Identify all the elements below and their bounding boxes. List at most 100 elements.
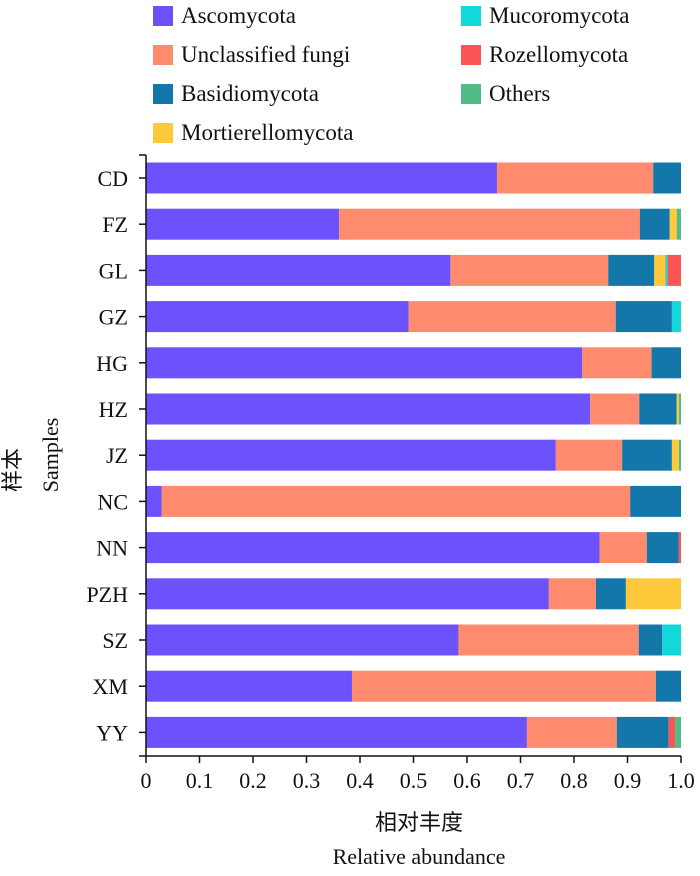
x-tick-label: 0.5 [400,768,428,793]
bar-segment-fz-mortierellomycota [669,208,677,240]
bar-segment-fz-unclassified-fungi [339,208,640,240]
bar-segment-hg-unclassified-fungi [582,347,652,379]
bar-segment-hz-mortierellomycota [676,393,679,425]
legend-item-mortierellomycota: Mortierellomycota [153,120,353,146]
y-tick-label: HZ [99,397,128,422]
legend-swatch [153,84,173,104]
x-tick-label: 0.9 [614,768,642,793]
legend-label: Mortierellomycota [181,120,354,145]
bar-segment-hg-basidiomycota [651,347,681,379]
bar-segment-yy-unclassified-fungi [526,716,617,748]
legend-swatch [153,45,173,65]
bar-segment-nn-rozellomycota [678,532,681,564]
legend-item-ascomycota: Ascomycota [153,3,296,29]
x-tick-label: 0.8 [560,768,588,793]
bar-segment-hz-unclassified-fungi [590,393,640,425]
legend-item-mucoromycota: Mucoromycota [461,3,630,29]
bar-segment-pzh-mortierellomycota [625,578,681,610]
bar-segment-jz-mortierellomycota [671,439,679,471]
bar-segment-gz-mucoromycota [671,301,681,333]
bar-segment-nn-basidiomycota [646,532,679,564]
x-tick-label: 0.4 [346,768,374,793]
bar-segment-gl-mortierellomycota [654,254,666,286]
y-tick-label: GZ [99,305,128,330]
x-tick-label: 0.7 [507,768,535,793]
bar-segment-gl-ascomycota [146,254,451,286]
legend-swatch [461,6,481,26]
legend-label: Basidiomycota [181,81,319,106]
legend-swatch [153,123,173,143]
legend-label: Mucoromycota [489,3,630,28]
legend-label: Unclassified fungi [181,42,351,67]
y-tick-label: CD [97,166,128,191]
x-tick-label: 0.2 [239,768,267,793]
legend-item-unclassified-fungi: Unclassified fungi [153,42,350,68]
legend-swatch [153,6,173,26]
y-tick-label: FZ [102,212,128,237]
chart-legend: Ascomycota Unclassified fungi Basidiomyc… [0,0,700,150]
y-tick-label: GL [99,258,128,283]
x-tick-label: 0 [141,768,152,793]
y-tick-label: PZH [86,582,128,607]
bar-segment-cd-basidiomycota [653,162,681,194]
legend-label: Others [489,81,551,106]
bar-segment-hg-ascomycota [146,347,583,379]
bar-segment-yy-others [675,716,681,748]
y-axis-title: Samples [38,418,63,493]
bar-segment-pzh-basidiomycota [595,578,626,610]
y-tick-label: YY [96,720,128,745]
y-tick-label: SZ [102,628,128,653]
bar-segment-gz-ascomycota [146,301,409,333]
bar-segment-jz-basidiomycota [622,439,672,471]
bar-segment-cd-ascomycota [146,162,497,194]
bar-segment-gl-mucoromycota [665,254,668,286]
x-tick-label: 1.0 [667,768,695,793]
bar-segment-fz-ascomycota [146,208,340,240]
x-tick-label: 0.6 [453,768,481,793]
x-axis-title-cn: 相对丰度 [375,810,463,835]
bar-segment-sz-basidiomycota [638,624,663,656]
legend-swatch [461,45,481,65]
bar-segment-gl-basidiomycota [608,254,655,286]
bar-segment-sz-mucoromycota [662,624,681,656]
bar-segment-gz-basidiomycota [615,301,672,333]
legend-swatch [461,84,481,104]
y-tick-label: NN [96,536,128,561]
bar-segment-hz-others [678,393,681,425]
bar-segment-cd-unclassified-fungi [496,162,654,194]
bar-segment-sz-ascomycota [146,624,459,656]
legend-item-basidiomycota: Basidiomycota [153,81,319,107]
bar-segment-fz-basidiomycota [639,208,670,240]
x-ticks-group: 0 0.1 0.2 0.3 0.4 0.5 0.6 0.7 0.8 0.9 1.0 [141,756,695,793]
bar-segment-nc-ascomycota [146,485,162,517]
legend-item-rozellomycota: Rozellomycota [461,42,628,68]
y-tick-label: XM [93,674,128,699]
bar-segment-hz-ascomycota [146,393,591,425]
bar-segment-gz-unclassified-fungi [408,301,616,333]
bar-segment-yy-rozellomycota [668,716,676,748]
bar-segment-nn-unclassified-fungi [599,532,647,564]
bar-segment-pzh-unclassified-fungi [548,578,596,610]
bar-segment-gl-unclassified-fungi [450,254,609,286]
bar-segment-pzh-ascomycota [146,578,549,610]
bar-segment-jz-others [678,439,681,471]
bar-segment-jz-ascomycota [146,439,556,471]
y-tick-label: JZ [106,443,128,468]
bar-segment-yy-ascomycota [146,716,527,748]
bar-segment-yy-basidiomycota [616,716,669,748]
bar-segment-xm-ascomycota [146,670,352,702]
y-axis-title-cn: 样本 [0,448,25,492]
x-axis-title: Relative abundance [333,844,506,869]
legend-item-others: Others [461,81,550,107]
bar-segment-xm-basidiomycota [655,670,681,702]
x-tick-label: 0.3 [293,768,321,793]
legend-label: Rozellomycota [489,42,629,67]
bar-segment-nc-basidiomycota [630,485,681,517]
bar-segment-nn-ascomycota [146,532,600,564]
bar-segment-fz-others [676,208,681,240]
bars-group [146,162,681,748]
bar-segment-gl-rozellomycota [667,254,681,286]
bar-segment-hz-basidiomycota [639,393,677,425]
y-ticks-group: CD FZ GL GZ HG HZ JZ NC NN PZH SZ XM YY [86,154,146,745]
